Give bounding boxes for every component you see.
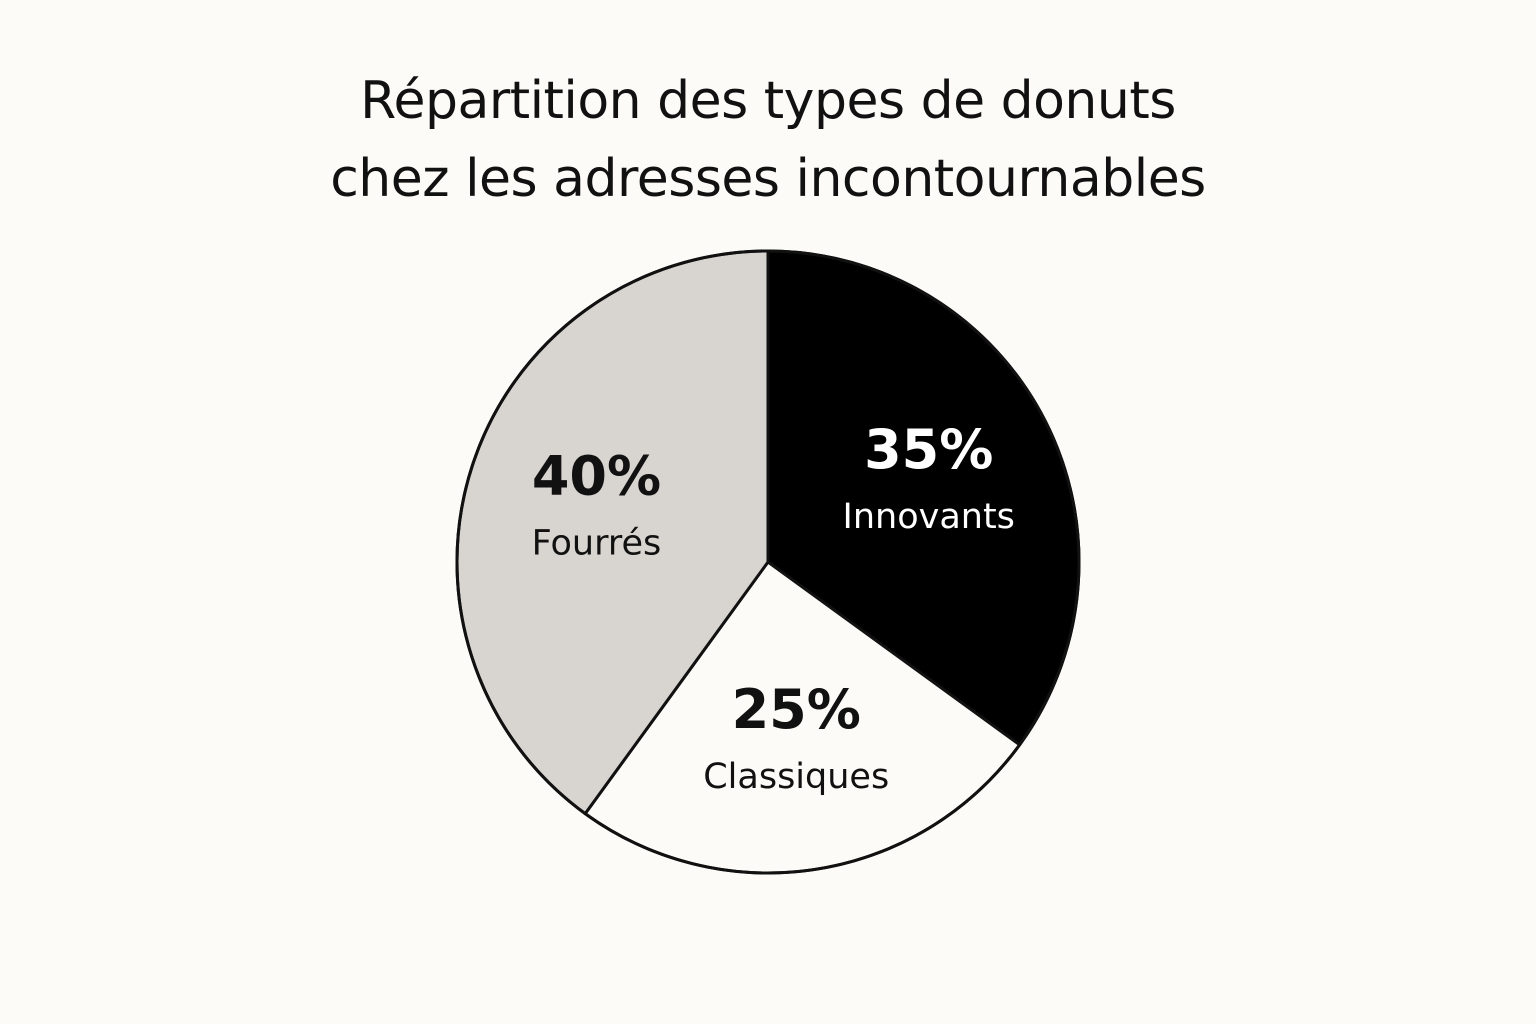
slice-value-label: 35%	[864, 418, 993, 481]
slice-value-label: 25%	[732, 678, 861, 741]
pie-slices	[455, 249, 1081, 875]
pie-outline	[455, 249, 1081, 875]
pie-labels: 35% Innovants 25% Classiques 40% Fourrés	[532, 418, 1015, 797]
slice-value-label: 40%	[532, 444, 661, 507]
slice-category-label: Classiques	[703, 757, 889, 797]
chart-title-line-2: chez les adresses incontournables	[330, 149, 1206, 209]
slice-category-label: Innovants	[843, 497, 1015, 537]
slice-category-label: Fourrés	[532, 523, 662, 563]
chart-title: Répartition des types de donuts chez les…	[0, 62, 1536, 218]
chart-title-line-1: Répartition des types de donuts	[360, 71, 1176, 131]
